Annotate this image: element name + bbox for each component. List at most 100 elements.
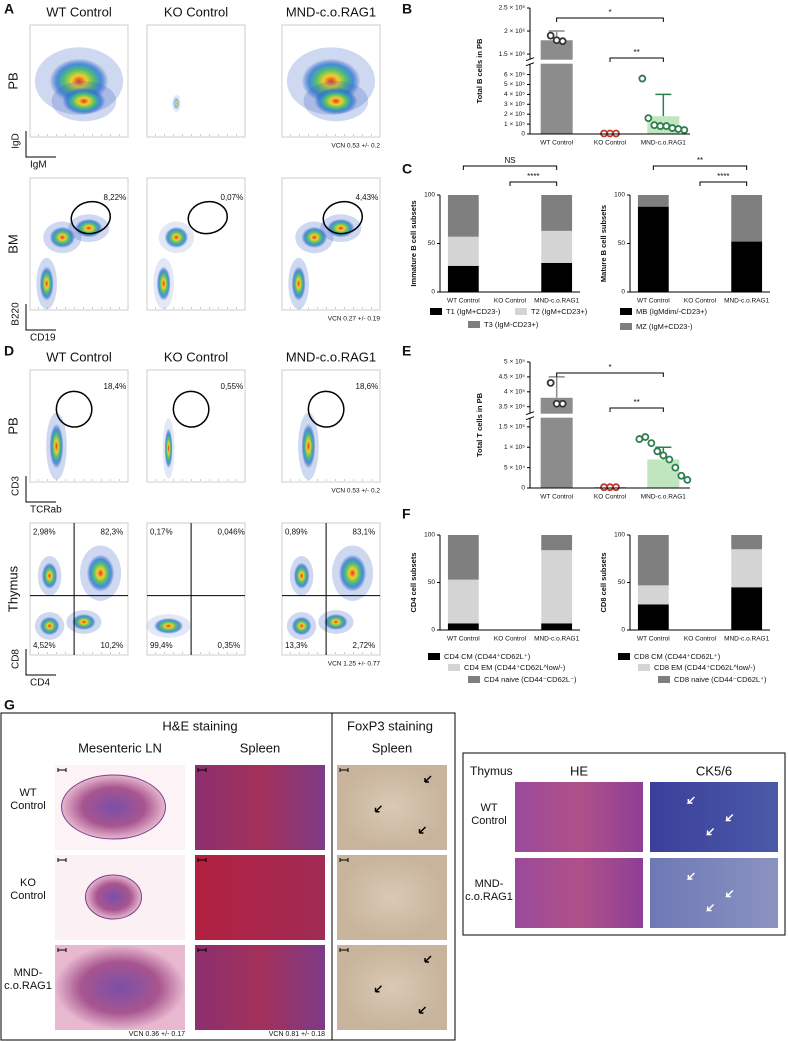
- legend-swatch: [658, 676, 670, 683]
- x-tick-label: MND-c.o.RAG1: [534, 298, 580, 305]
- bar-segment: [637, 535, 669, 586]
- data-point: [665, 455, 674, 464]
- bar-segment: [637, 604, 669, 630]
- column-header: MND-c.o.RAG1: [286, 349, 376, 364]
- arrow: [705, 827, 715, 836]
- arrow: [686, 872, 695, 880]
- arrow: [724, 813, 734, 822]
- axis-break: [524, 59, 692, 64]
- data-point: [600, 483, 608, 492]
- density: [156, 266, 171, 301]
- legend-label: CD8 CM (CD44⁺CD62L⁺): [634, 652, 721, 661]
- density: [39, 266, 54, 301]
- arrow: [418, 826, 427, 834]
- x-tick-label: WT Control: [447, 298, 480, 305]
- significance-bracket: [652, 165, 748, 170]
- y-tick-label: 4 × 10⁵: [504, 389, 525, 396]
- panel-letter: D: [4, 343, 14, 359]
- axis-break: [524, 413, 692, 418]
- x-tick-label: KO Control: [594, 494, 627, 501]
- histology-image: [337, 945, 447, 1030]
- panel-letter: E: [402, 343, 411, 359]
- data-point: [650, 121, 659, 129]
- bar: [540, 397, 573, 488]
- arrow: [724, 889, 734, 898]
- plot-frame: [146, 369, 246, 483]
- histology-image: [650, 782, 778, 852]
- column-header: MND-c.o.RAG1: [286, 4, 376, 19]
- x-tick-label: KO Control: [684, 298, 717, 305]
- y-tick-label: 100: [614, 192, 625, 199]
- vcn-label: VCN 0.36 +/- 0.17: [129, 1031, 185, 1038]
- quadrant-percent: 99,4%: [150, 641, 173, 650]
- y-tick-label: 1 × 10⁵: [504, 121, 525, 128]
- column-header: CK5/6: [696, 763, 732, 778]
- legend-label: MB (IgMdim/-CD23+): [636, 307, 708, 316]
- row-label: MND-c.o.RAG1: [465, 878, 513, 903]
- lymph-node: [61, 774, 166, 840]
- axis-label: TCRab: [30, 505, 62, 516]
- y-tick-label: 4 × 10⁵: [504, 91, 525, 98]
- legend-swatch: [620, 308, 632, 315]
- bar-segment: [637, 206, 669, 292]
- density: [164, 226, 189, 248]
- significance-label: *: [608, 363, 611, 372]
- row-label: Thymus: [5, 565, 20, 612]
- density: [49, 423, 64, 469]
- section-header: FoxP3 staining: [347, 718, 433, 733]
- histology-image: [195, 765, 325, 850]
- significance-label: **: [634, 48, 640, 57]
- gate-percent: 18,6%: [356, 382, 379, 391]
- data-point: [641, 433, 650, 441]
- y-tick-label: 5 × 10⁴: [504, 464, 525, 471]
- bar-segment: [447, 535, 479, 580]
- density: [153, 618, 184, 634]
- histology-image: [337, 855, 447, 940]
- gate-percent: 4,43%: [356, 193, 379, 202]
- column-header: Spleen: [240, 740, 280, 755]
- y-tick-label: 0: [431, 289, 435, 296]
- vcn-label: VCN 0.27 +/- 0.19: [328, 316, 381, 323]
- quadrant-percent: 13,3%: [285, 641, 308, 650]
- legend-swatch: [638, 664, 650, 671]
- density: [327, 218, 355, 238]
- scale-bar: [197, 858, 207, 862]
- data-point: [674, 125, 683, 133]
- data-point: [662, 122, 671, 130]
- density: [86, 554, 115, 592]
- row-label: BM: [5, 234, 20, 254]
- bar-segment: [637, 195, 669, 207]
- x-tick-label: MND-c.o.RAG1: [641, 140, 687, 147]
- y-tick-label: 1.5 × 10⁶: [499, 51, 526, 58]
- density: [173, 97, 180, 109]
- scale-bar: [57, 948, 67, 952]
- row-label: KO Control: [10, 877, 46, 902]
- bar: [647, 459, 680, 488]
- data-point: [644, 114, 653, 123]
- x-tick-label: WT Control: [637, 298, 670, 305]
- data-point: [546, 378, 555, 387]
- density: [314, 87, 358, 115]
- axis-arrow: [25, 304, 56, 331]
- histology-image: [55, 945, 185, 1030]
- arrow: [424, 955, 432, 963]
- significance-bracket: [556, 17, 664, 22]
- axis-label: CD19: [30, 333, 56, 344]
- arrow: [374, 805, 383, 813]
- data-point: [638, 74, 647, 83]
- x-tick-label: KO Control: [494, 636, 527, 643]
- vcn-label: VCN 0.53 +/- 0.2: [331, 488, 380, 495]
- row-label: WT Control: [10, 787, 46, 812]
- histology-image: [515, 858, 643, 928]
- axis-break-mark: [525, 57, 535, 67]
- quadrant-percent: 0,35%: [218, 641, 241, 650]
- density: [324, 614, 348, 630]
- histology-image: [515, 782, 643, 852]
- plot-frame: [281, 177, 381, 311]
- axis-label: CD8: [11, 649, 22, 669]
- legend-swatch: [620, 323, 632, 330]
- legend-label: CD4 CM (CD44⁺CD62L⁺): [444, 652, 531, 661]
- quadrant-percent: 82,3%: [101, 527, 124, 536]
- column-header: KO Control: [164, 349, 228, 364]
